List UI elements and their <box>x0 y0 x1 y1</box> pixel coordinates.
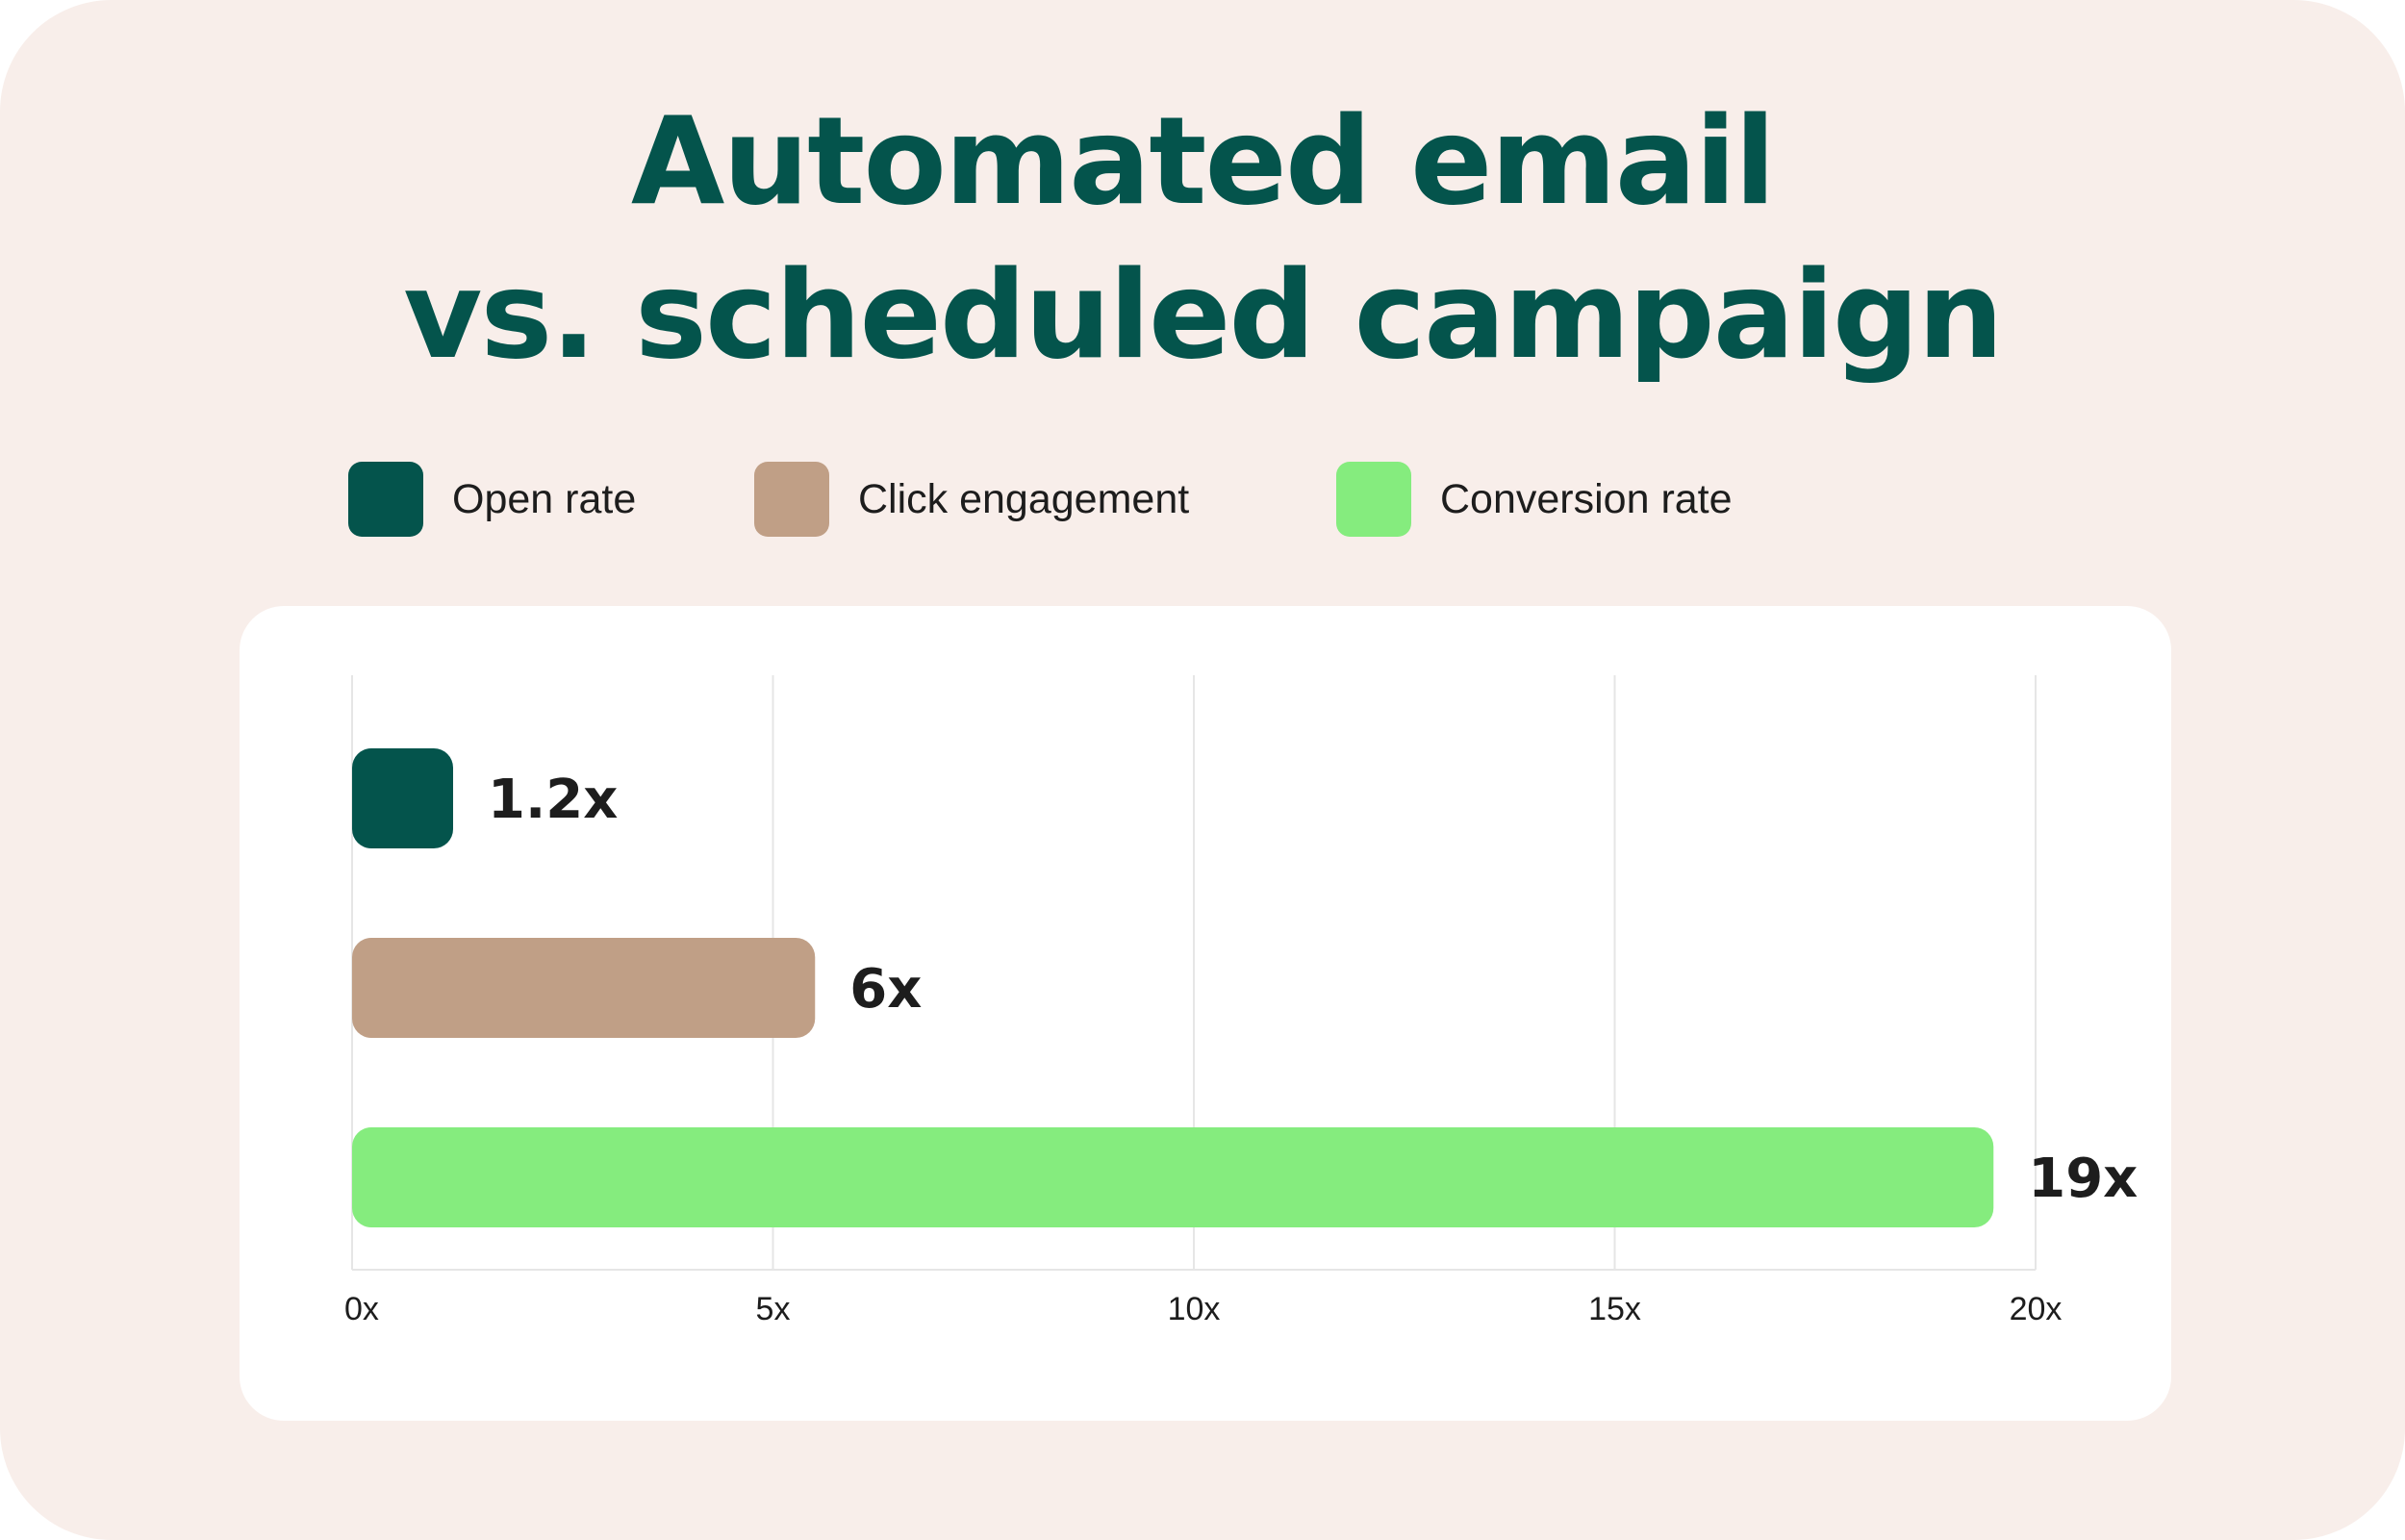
plot-panel: 0x 5x 10x 15x 20x 1.2x 6x 19x <box>240 606 2171 1421</box>
legend-swatch-conversion-rate <box>1336 462 1411 537</box>
legend-label-open-rate: Open rate <box>452 476 637 522</box>
chart-title-line-2: vs. scheduled campaign <box>403 244 2004 386</box>
bar-click-engagement <box>352 938 816 1038</box>
legend-swatch-click-engagement <box>754 462 829 537</box>
bar-open-rate <box>352 748 453 848</box>
legend-swatch-open-rate <box>348 462 423 537</box>
x-tick-label-2: 10x <box>1168 1291 1221 1327</box>
x-tick-label-1: 5x <box>756 1291 791 1327</box>
chart-title-line-1: Automated email <box>630 90 1776 232</box>
chart-title: Automated email vs. scheduled campaign <box>0 85 2405 392</box>
data-label-open-rate: 1.2x <box>488 769 618 831</box>
bar-conversion-rate <box>352 1127 1994 1227</box>
legend-label-click-engagement: Click engagement <box>858 476 1190 522</box>
x-tick-label-4: 20x <box>2010 1291 2063 1327</box>
x-tick-label-3: 15x <box>1588 1291 1641 1327</box>
data-label-click-engagement: 6x <box>849 958 922 1021</box>
legend-label-conversion-rate: Conversion rate <box>1440 476 1733 522</box>
data-label-conversion-rate: 19x <box>2028 1148 2138 1210</box>
x-tick-label-0: 0x <box>344 1291 379 1327</box>
bar-chart: 0x 5x 10x 15x 20x 1.2x 6x 19x <box>344 675 2138 1327</box>
